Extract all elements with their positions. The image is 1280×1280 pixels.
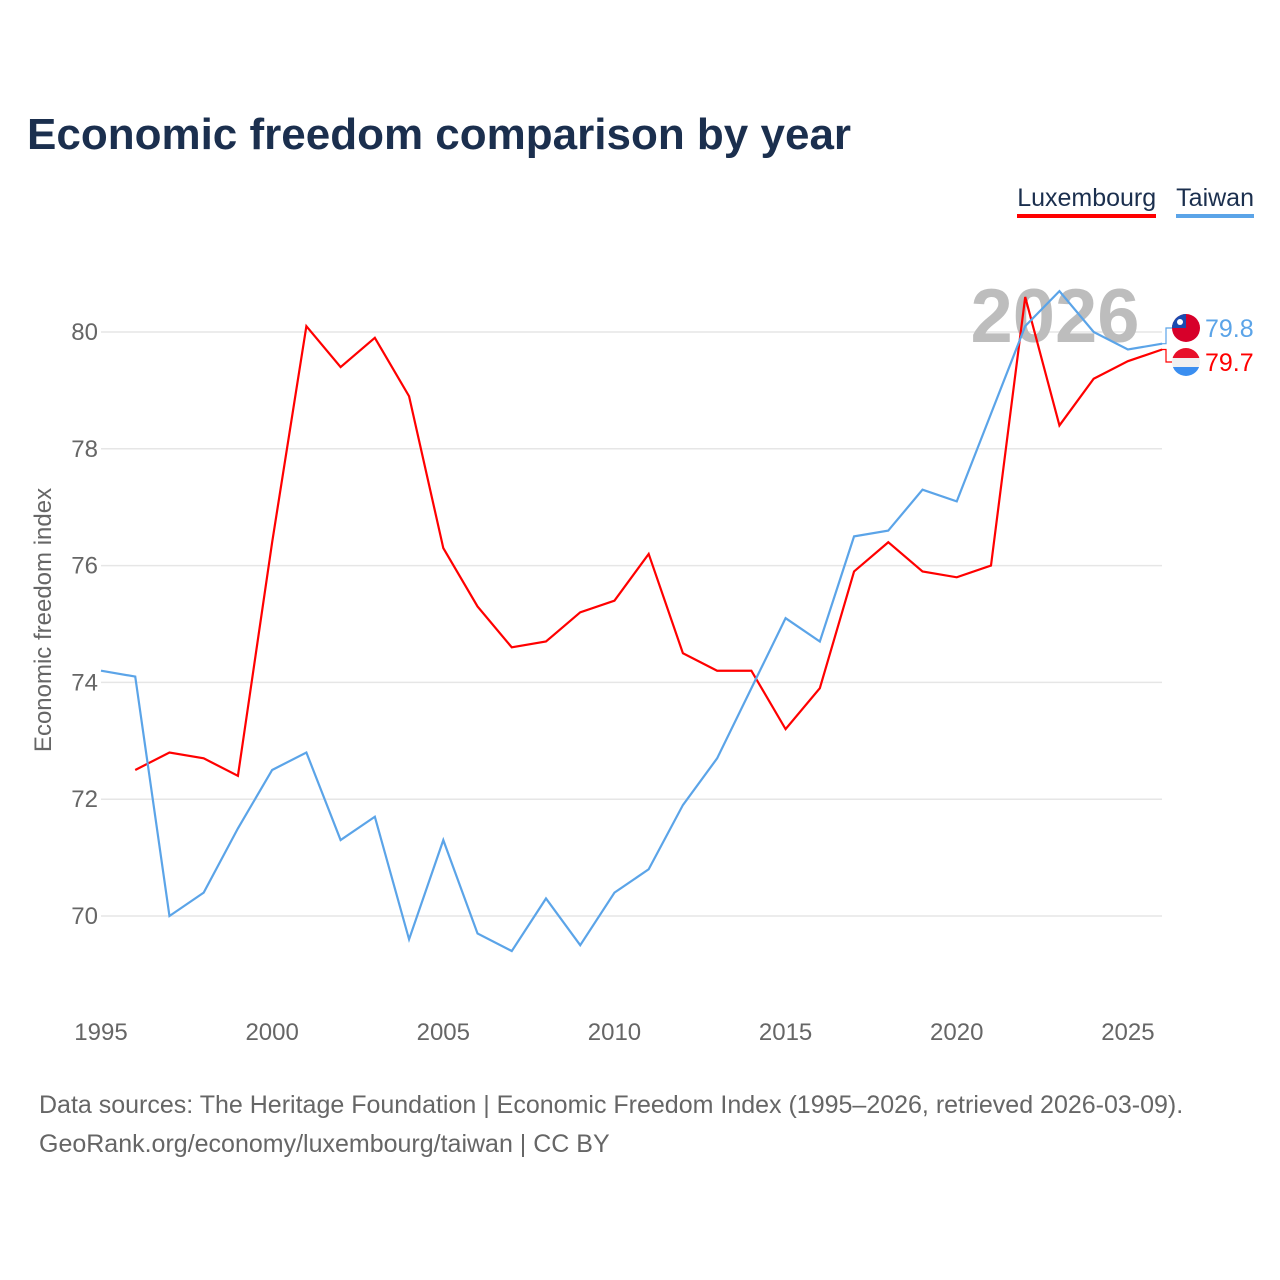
legend-taiwan[interactable]: Taiwan <box>1176 184 1254 218</box>
x-tick-label: 2025 <box>1101 1019 1154 1046</box>
x-tick-label: 2005 <box>417 1019 470 1046</box>
luxembourg-flag-icon <box>1172 348 1200 376</box>
flag-sun <box>1177 319 1183 325</box>
legend-luxembourg[interactable]: Luxembourg <box>1017 184 1157 218</box>
source-link[interactable]: GeoRank.org/economy/luxembourg/taiwan | … <box>39 1130 610 1158</box>
series-line-taiwan <box>100 289 1163 953</box>
y-tick-label: 74 <box>71 669 98 696</box>
y-tick-label: 76 <box>71 553 98 580</box>
y-axis-label: Economic freedom index <box>30 488 57 752</box>
end-value-label: 79.7 <box>1205 349 1254 377</box>
x-tick-label: 2015 <box>759 1019 812 1046</box>
data-source: Data sources: The Heritage Foundation | … <box>39 1091 1184 1119</box>
y-tick-label: 80 <box>71 319 98 346</box>
end-connector <box>1162 327 1172 345</box>
y-tick-label: 70 <box>71 903 98 930</box>
y-tick-label: 78 <box>71 436 98 463</box>
year-watermark: 2026 <box>970 274 1139 359</box>
footer: Data sources: The Heritage Foundation | … <box>39 1086 1183 1164</box>
legend: Luxembourg Taiwan <box>1017 184 1254 218</box>
y-tick-label: 72 <box>71 786 98 813</box>
end-connector <box>1162 348 1172 363</box>
x-tick-label: 1995 <box>74 1019 127 1046</box>
x-tick-label: 2010 <box>588 1019 641 1046</box>
x-tick-label: 2000 <box>245 1019 298 1046</box>
end-value-label: 79.8 <box>1205 315 1254 343</box>
x-tick-label: 2020 <box>930 1019 983 1046</box>
chart-title: Economic freedom comparison by year <box>27 110 852 159</box>
